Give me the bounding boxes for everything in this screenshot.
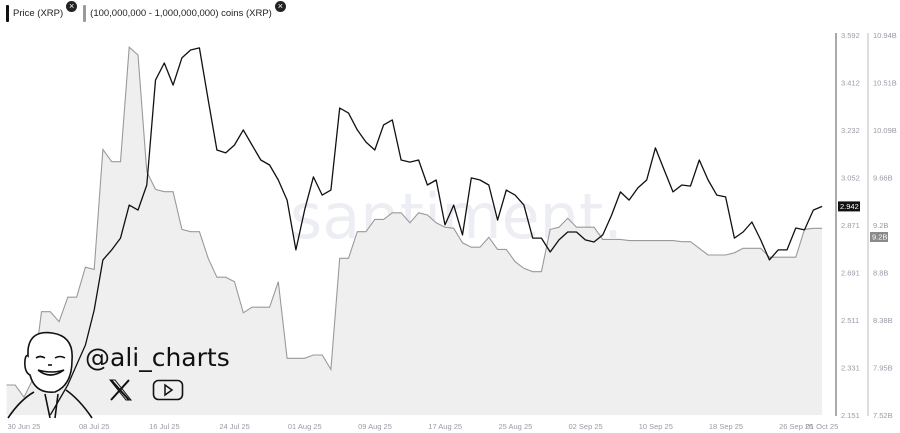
price-tick-label: 2.871 xyxy=(841,221,860,230)
legend-color-swatch xyxy=(6,4,9,22)
current-price-marker: 2.942 xyxy=(838,201,860,212)
legend-item-price[interactable]: Price (XRP) × xyxy=(6,1,78,22)
price-tick-label: 2.331 xyxy=(841,364,860,373)
volume-tick-label: 9.66B xyxy=(873,174,893,183)
volume-area xyxy=(6,47,823,415)
x-tick-label: 24 Jul 25 xyxy=(219,422,249,431)
volume-line xyxy=(6,46,823,399)
x-tick-label: 30 Jun 25 xyxy=(8,422,41,431)
avatar-logo xyxy=(7,331,93,419)
volume-tick-label: 8.8B xyxy=(873,269,888,278)
volume-tick-label: 8.38B xyxy=(873,316,893,325)
youtube-icon[interactable] xyxy=(152,379,184,401)
volume-axis: 10.94B 10.51B 10.09B 9.66B 9.2B 8.8B 8.38B 7.95… xyxy=(873,31,897,420)
volume-tick-label: 9.2B xyxy=(873,221,888,230)
price-tick-label: 3.052 xyxy=(841,174,860,183)
x-tick-label: 01 Oct 25 xyxy=(806,422,839,431)
legend-color-swatch xyxy=(83,4,87,22)
x-axis: 30 Jun 25 08 Jul 25 16 Jul 25 24 Jul 25 01 A… xyxy=(8,422,839,431)
volume-tick-label: 10.51B xyxy=(873,79,897,88)
price-tick-label: 3.412 xyxy=(841,79,860,88)
volume-tick-label: 7.52B xyxy=(873,411,893,420)
current-volume-marker: 9.2B xyxy=(870,232,888,242)
legend-label: (100,000,000 - 1,000,000,000) coins (XRP… xyxy=(90,7,272,19)
x-tick-label: 09 Aug 25 xyxy=(358,422,392,431)
x-tick-label: 25 Aug 25 xyxy=(499,422,533,431)
volume-tick-label: 10.94B xyxy=(873,31,897,40)
price-tick-label: 3.592 xyxy=(841,31,860,40)
volume-series xyxy=(6,46,823,415)
x-tick-label: 02 Sep 25 xyxy=(568,422,602,431)
price-tick-label: 2.511 xyxy=(841,316,859,325)
x-tick-label: 18 Sep 25 xyxy=(709,422,743,431)
x-tick-label: 08 Jul 25 xyxy=(79,422,109,431)
x-circle-icon[interactable]: × xyxy=(66,1,78,12)
price-tick-label: 2.691 xyxy=(841,269,860,278)
volume-tick-label: 10.09B xyxy=(873,126,897,135)
current-volume-label: 9.2B xyxy=(872,233,887,242)
legend: Price (XRP) × (100,000,000 - 1,000,000,0… xyxy=(6,1,286,22)
x-tick-label: 16 Jul 25 xyxy=(149,422,179,431)
price-line xyxy=(49,47,823,416)
price-tick-label: 2.151 xyxy=(841,411,860,420)
legend-label: Price (XRP) xyxy=(13,7,64,19)
x-logo-icon[interactable] xyxy=(108,378,134,402)
x-tick-label: 26 Sep 25 xyxy=(779,422,813,431)
x-tick-label: 17 Aug 25 xyxy=(428,422,462,431)
price-series xyxy=(49,47,823,416)
volume-tick-label: 7.95B xyxy=(873,364,893,373)
price-tick-label: 3.232 xyxy=(841,126,860,135)
x-tick-label: 10 Sep 25 xyxy=(639,422,673,431)
x-tick-label: 01 Aug 25 xyxy=(288,422,322,431)
legend-item-holders[interactable]: (100,000,000 - 1,000,000,000) coins (XRP… xyxy=(83,1,286,22)
branding-handle: @ali_charts xyxy=(85,343,230,372)
x-circle-icon[interactable]: × xyxy=(274,1,286,12)
current-price-label: 2.942 xyxy=(840,202,859,211)
price-axis: 3.592 3.412 3.232 3.052 2.871 2.691 2.511 2.331… xyxy=(841,31,860,420)
